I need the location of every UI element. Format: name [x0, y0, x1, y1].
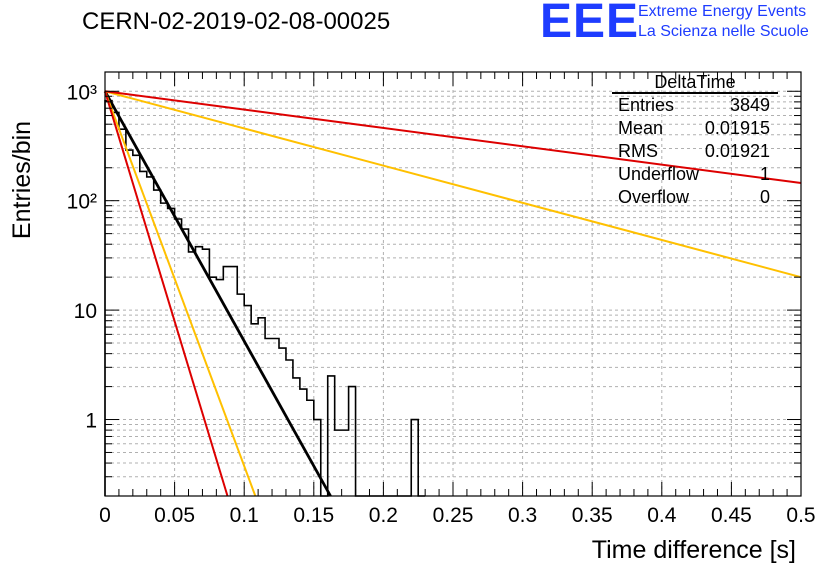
eee-logo-line2: La Scienza nelle Scuole	[638, 23, 809, 40]
x-tick-label: 0	[99, 504, 111, 527]
stats-row-underflow: Underflow 1	[612, 163, 778, 186]
y-tick-label: 1	[85, 410, 97, 433]
tick-labels: 0 0.05 0.1 0.15 0.2 0.25 0.3 0.35 0.4 0.45 0.51101…	[67, 81, 816, 527]
stats-value: 0.01921	[704, 141, 770, 161]
x-tick-label: 0.4	[647, 504, 677, 527]
eee-logo: EEE	[540, 0, 640, 48]
stats-box: DeltaTime Entries 3849 Mean 0.01915 RMS …	[612, 72, 778, 209]
x-tick-label: 0.1	[230, 504, 259, 527]
stats-label: Underflow	[618, 164, 700, 184]
x-tick-label: 0.5	[786, 504, 815, 527]
stats-label: Entries	[618, 95, 675, 115]
x-tick-label: 0.25	[433, 504, 474, 527]
stats-label: Mean	[618, 118, 664, 138]
x-tick-label: 0.15	[293, 504, 334, 527]
y-tick-label: 10³	[67, 81, 97, 104]
x-tick-label: 0.45	[711, 504, 752, 527]
stats-row-mean: Mean 0.01915	[612, 117, 778, 140]
eee-logo-caption: Extreme Energy Events La Scienza nelle S…	[638, 2, 809, 42]
stats-title: DeltaTime	[612, 72, 778, 94]
stats-value: 3849	[729, 95, 770, 115]
fit-line-4	[104, 90, 229, 497]
x-tick-label: 0.05	[154, 504, 195, 527]
fit-line-3	[104, 90, 257, 497]
stats-label: Overflow	[618, 187, 690, 207]
stats-value: 0	[759, 187, 770, 207]
stats-value: 0.01915	[704, 118, 770, 138]
y-tick-label: 10	[74, 300, 97, 323]
stats-row-entries: Entries 3849	[612, 94, 778, 117]
x-tick-label: 0.2	[369, 504, 398, 527]
axis-ticks	[104, 72, 802, 497]
stats-row-rms: RMS 0.01921	[612, 140, 778, 163]
x-tick-label: 0.35	[572, 504, 613, 527]
eee-logo-line1: Extreme Energy Events	[638, 3, 807, 20]
stats-value: 1	[759, 164, 770, 184]
x-tick-label: 0.3	[508, 504, 537, 527]
stats-row-overflow: Overflow 0	[612, 186, 778, 209]
x-axis-label: Time difference [s]	[592, 536, 796, 564]
y-tick-label: 10²	[67, 191, 97, 214]
fit-line-1	[104, 90, 802, 279]
fit-line-0	[103, 90, 332, 497]
y-axis-label: Entries/bin	[8, 121, 36, 239]
fit-line-2	[104, 90, 802, 185]
fit-lines-layer	[103, 90, 802, 497]
stats-label: RMS	[618, 141, 658, 161]
run-title: CERN-02-2019-02-08-00025	[82, 8, 391, 35]
